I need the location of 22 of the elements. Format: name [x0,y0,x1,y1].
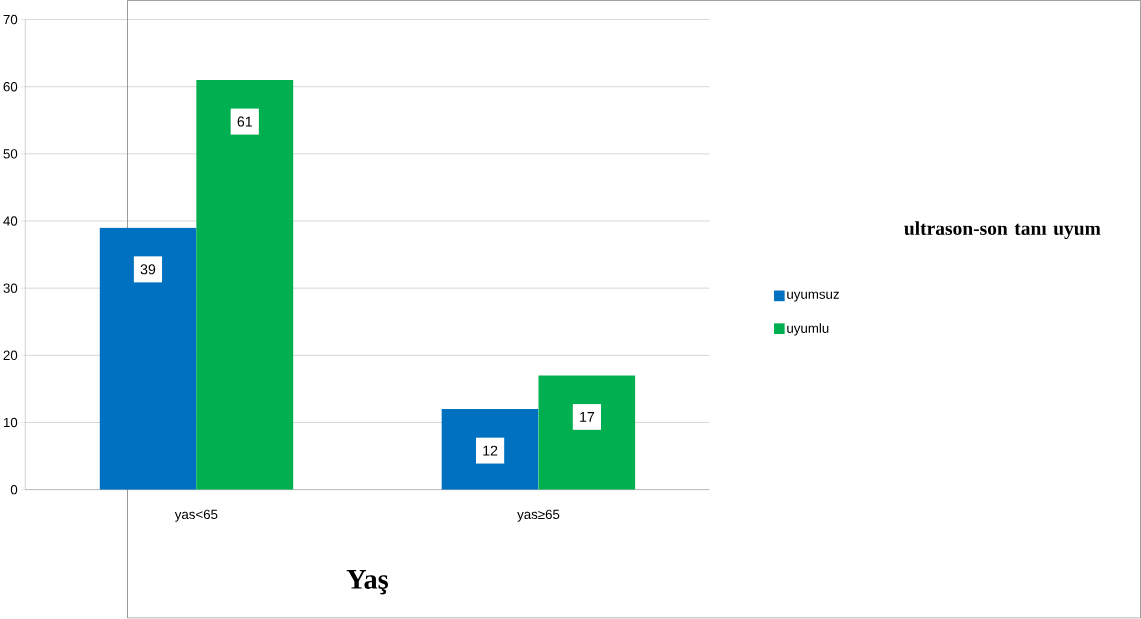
y-tick-label: 30 [3,283,18,294]
bar [441,409,539,490]
y-tick-label: 40 [3,216,18,226]
x-tick-label: yas≥65 [517,509,560,522]
bar [99,227,197,490]
data-label: 17 [580,412,595,423]
data-label: 61 [237,116,252,127]
bar [196,80,294,490]
legend-label: uyumlu [787,323,829,336]
data-label: 39 [140,264,156,275]
y-tick-label: 0 [10,485,18,495]
x-tick-label: yas<65 [174,509,218,522]
y-tick-label: 60 [3,82,18,92]
bar [538,375,636,490]
legend-title: ultrason-son tanı uyum [904,221,1101,240]
y-tick-label: 10 [3,418,18,428]
y-tick-label: 50 [3,149,18,159]
x-axis-title: Yaş [346,570,389,595]
data-label: 12 [483,445,498,456]
y-tick-label: 70 [3,15,18,25]
legend-label: uyumsuz [787,291,839,302]
y-tick-label: 20 [3,350,18,361]
